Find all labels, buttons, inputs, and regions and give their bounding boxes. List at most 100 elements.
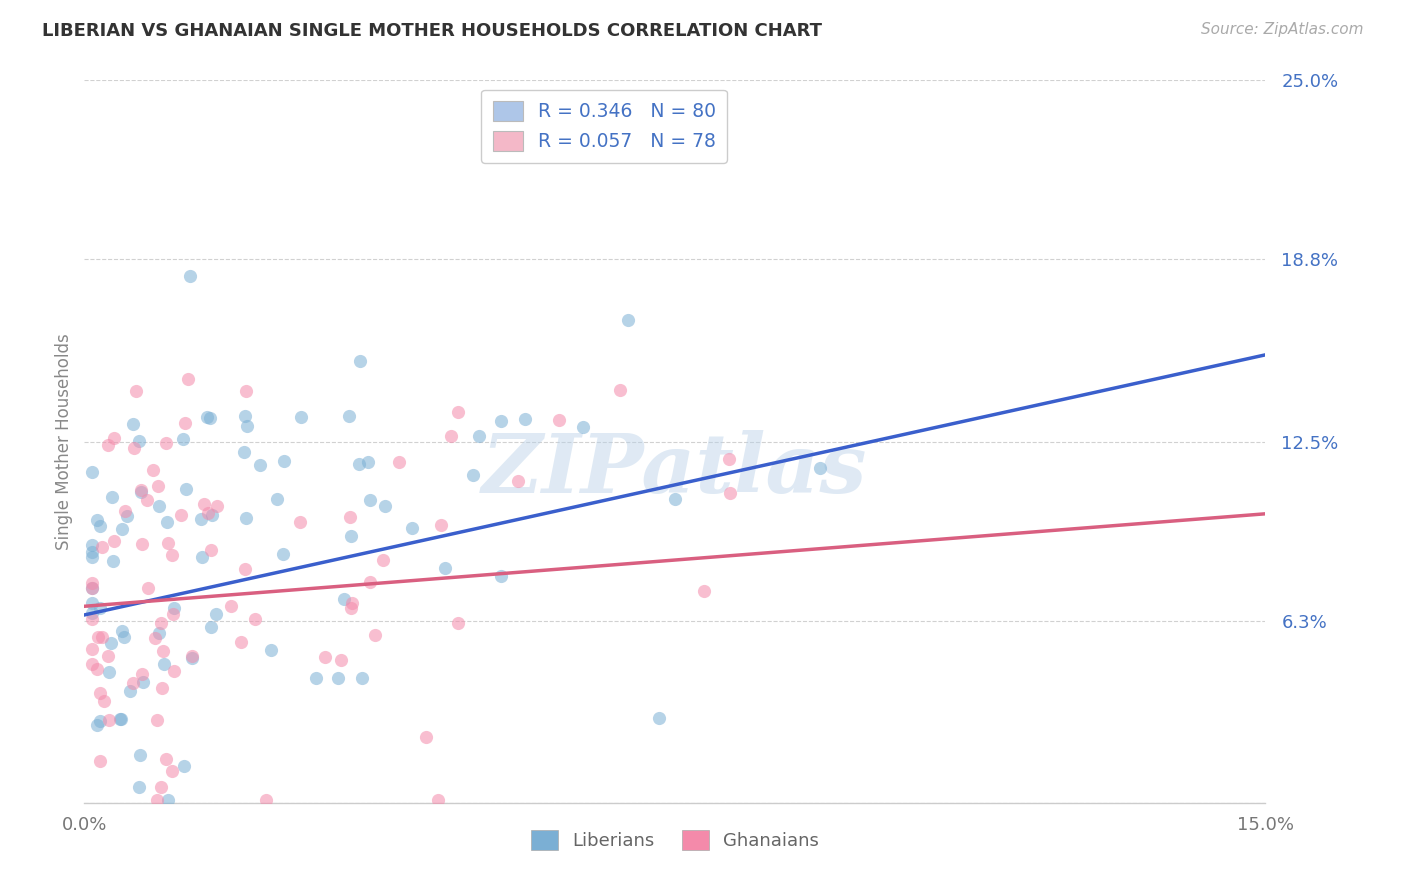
Point [180, 651, 202, 665]
Point [305, 671, 328, 685]
Point [360, 492, 382, 507]
Point [142, 463, 165, 477]
Point [132, 675, 155, 690]
Point [97, 713, 120, 727]
Point [364, 628, 387, 642]
Point [82, 465, 104, 479]
Point [401, 521, 423, 535]
Point [290, 515, 312, 529]
Point [90, 630, 112, 644]
Point [271, 547, 294, 561]
Point [150, 681, 173, 695]
Point [148, 499, 170, 513]
Point [339, 601, 361, 615]
Point [173, 759, 195, 773]
Point [111, 522, 134, 536]
Point [333, 591, 356, 606]
Point [110, 713, 132, 727]
Point [201, 508, 224, 522]
Point [235, 384, 257, 398]
Point [103, 534, 125, 549]
Point [177, 372, 200, 386]
Point [110, 712, 132, 726]
Point [174, 416, 197, 430]
Point [163, 664, 186, 678]
Point [82, 642, 104, 657]
Point [236, 418, 259, 433]
Point [152, 657, 174, 672]
Point [148, 625, 170, 640]
Point [170, 508, 193, 523]
Y-axis label: Single Mother Households: Single Mother Households [55, 334, 73, 549]
Point [342, 596, 364, 610]
Point [162, 607, 184, 621]
Point [426, 793, 449, 807]
Point [373, 500, 395, 514]
Point [101, 490, 124, 504]
Point [693, 584, 716, 599]
Text: Source: ZipAtlas.com: Source: ZipAtlas.com [1201, 22, 1364, 37]
Point [128, 780, 150, 795]
Point [160, 549, 183, 563]
Point [664, 492, 686, 507]
Point [131, 537, 153, 551]
Point [146, 479, 169, 493]
Point [235, 511, 257, 525]
Point [468, 429, 491, 443]
Point [152, 643, 174, 657]
Point [273, 454, 295, 468]
Point [233, 562, 256, 576]
Point [129, 483, 152, 497]
Point [572, 419, 595, 434]
Point [233, 409, 256, 424]
Point [93, 693, 115, 707]
Point [135, 493, 157, 508]
Point [143, 631, 166, 645]
Point [515, 412, 537, 426]
Point [359, 575, 381, 590]
Point [349, 458, 371, 472]
Point [146, 793, 169, 807]
Point [349, 354, 371, 368]
Point [254, 793, 277, 807]
Point [489, 414, 512, 428]
Point [808, 461, 831, 475]
Point [548, 413, 571, 427]
Point [82, 549, 104, 564]
Point [103, 431, 125, 445]
Point [232, 445, 254, 459]
Point [415, 730, 437, 744]
Point [229, 635, 252, 649]
Point [122, 441, 145, 455]
Point [121, 417, 143, 431]
Point [200, 620, 222, 634]
Point [97, 438, 120, 452]
Point [89, 519, 111, 533]
Point [243, 612, 266, 626]
Point [131, 667, 153, 681]
Point [91, 540, 114, 554]
Point [357, 455, 380, 469]
Point [86, 662, 108, 676]
Point [97, 649, 120, 664]
Point [463, 467, 485, 482]
Point [82, 576, 104, 591]
Text: ZIPatlas: ZIPatlas [482, 431, 868, 510]
Point [433, 561, 456, 575]
Point [219, 599, 242, 614]
Point [157, 535, 180, 549]
Point [616, 313, 638, 327]
Point [82, 612, 104, 626]
Point [260, 643, 283, 657]
Point [249, 458, 271, 473]
Point [198, 411, 221, 425]
Text: LIBERIAN VS GHANAIAN SINGLE MOTHER HOUSEHOLDS CORRELATION CHART: LIBERIAN VS GHANAIAN SINGLE MOTHER HOUSE… [42, 22, 823, 40]
Point [136, 581, 159, 595]
Point [197, 506, 219, 520]
Point [115, 509, 138, 524]
Point [112, 630, 135, 644]
Point [329, 653, 352, 667]
Point [160, 764, 183, 778]
Point [128, 434, 150, 449]
Point [648, 711, 671, 725]
